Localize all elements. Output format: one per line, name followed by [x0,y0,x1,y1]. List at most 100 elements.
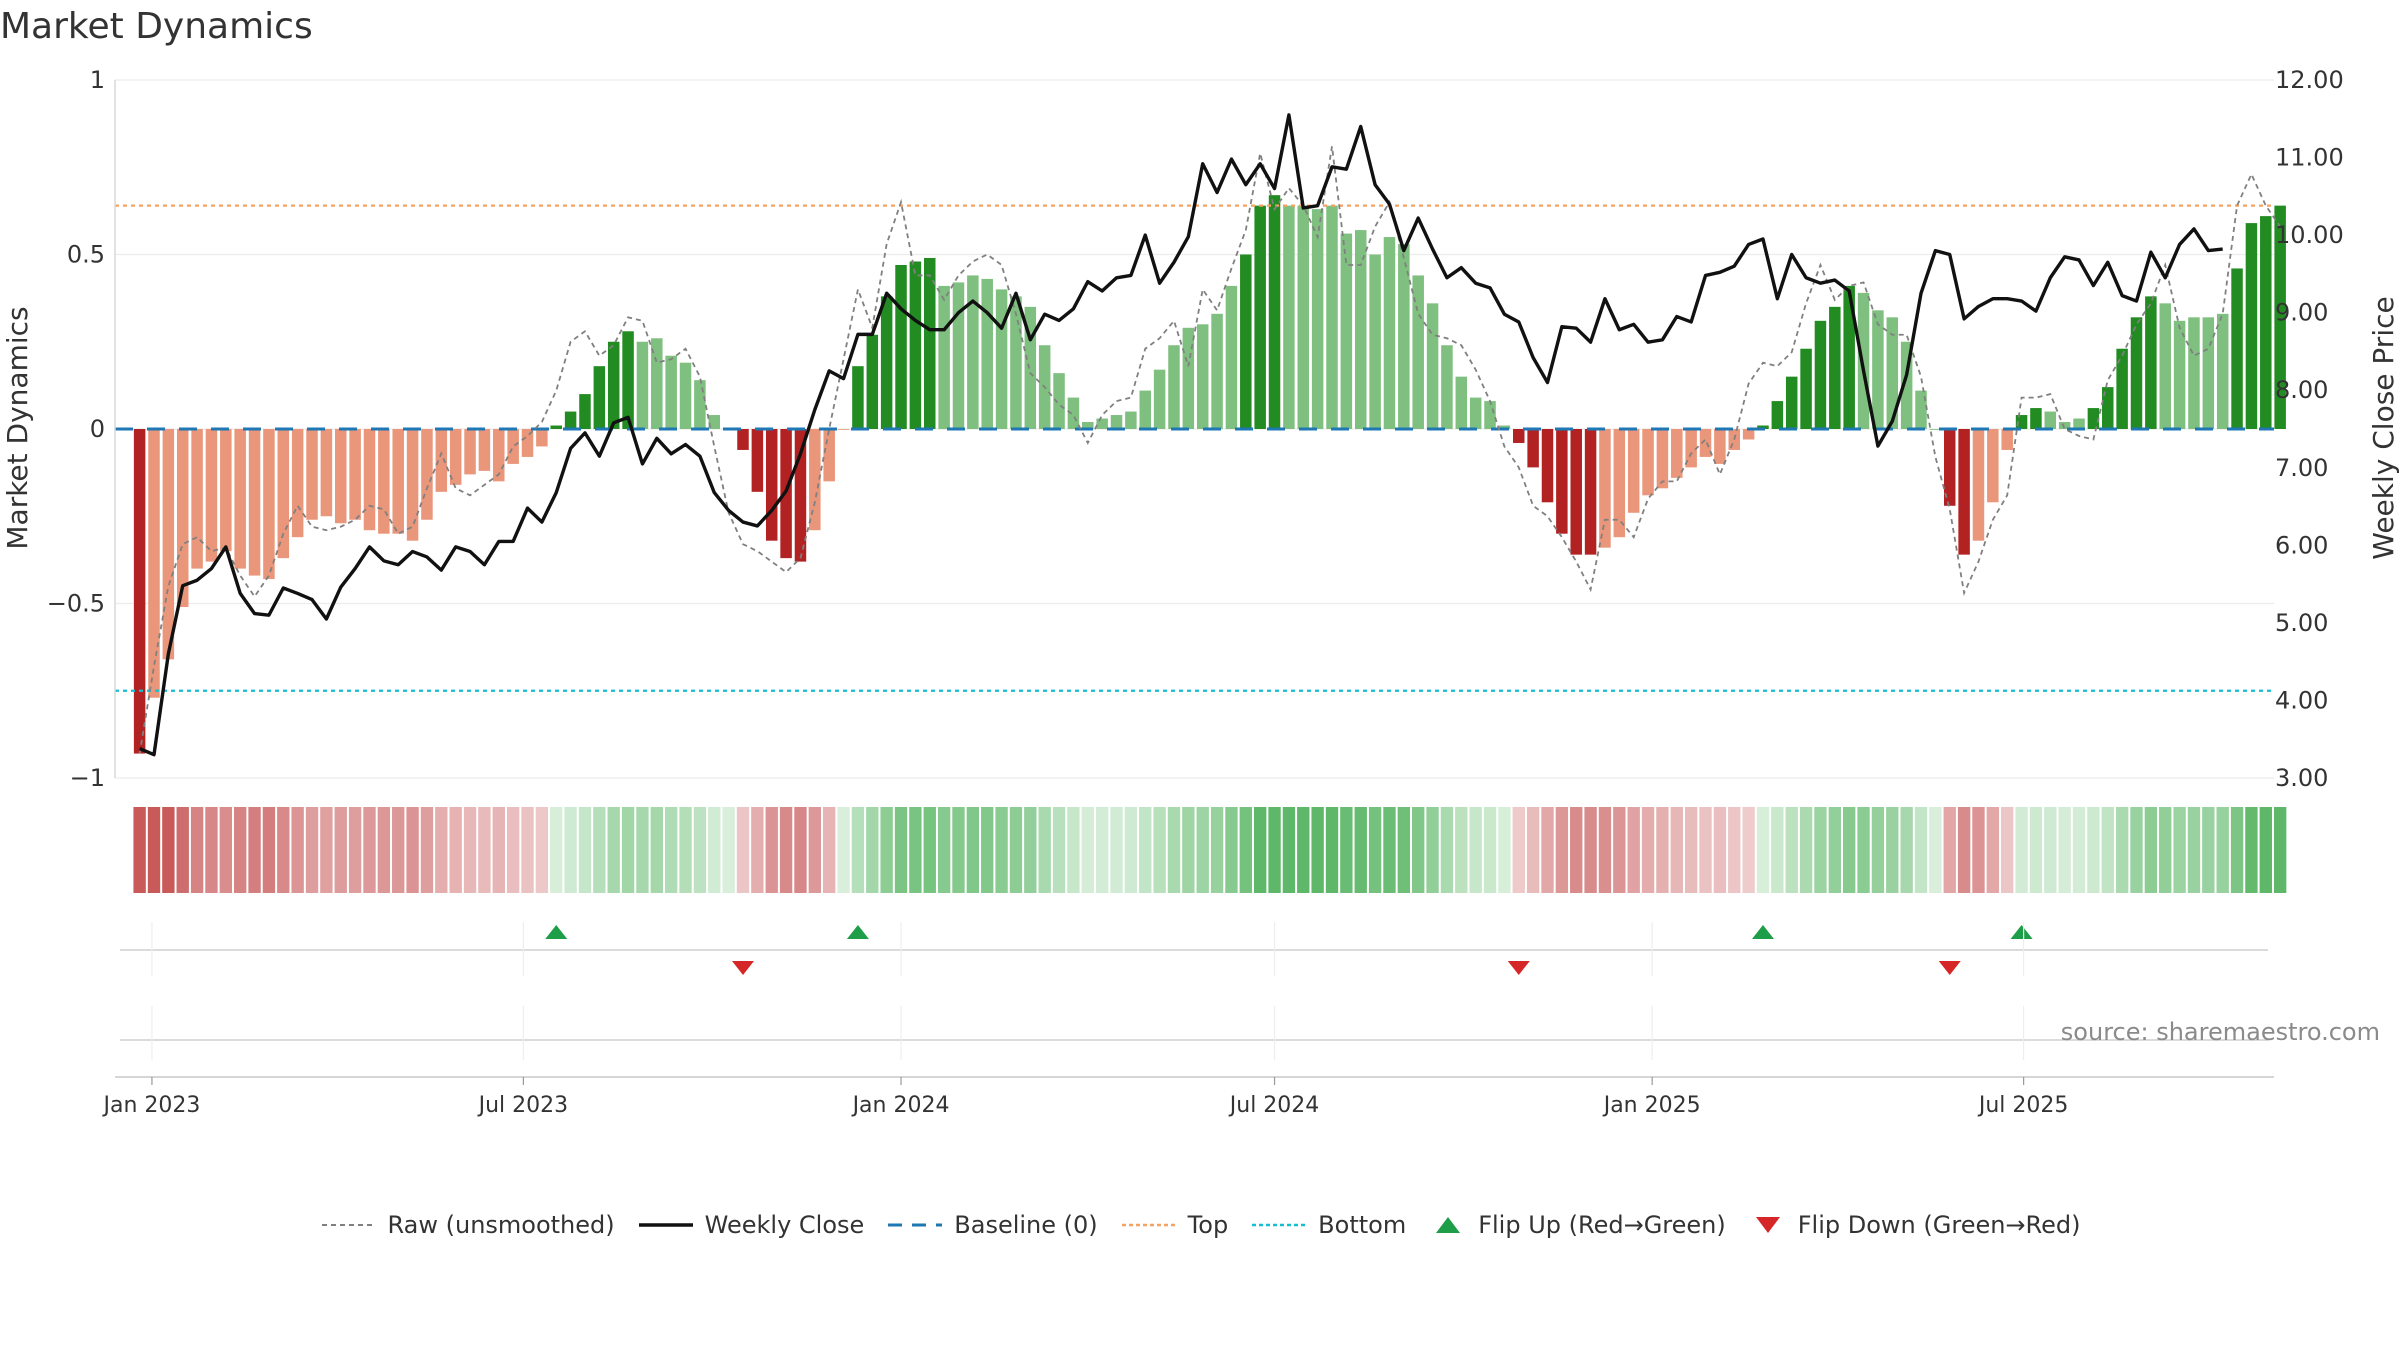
regime-cell [808,807,822,893]
dynamics-bar [320,429,333,517]
regime-cell [1024,807,1037,893]
dynamics-bar [1240,254,1252,429]
dynamics-bar [507,429,519,464]
dynamics-bar [536,429,548,447]
dynamics-bar [133,429,146,754]
regime-cell [1483,807,1497,893]
regime-cell [1196,807,1209,893]
regime-cell [981,807,994,893]
flip-down-marker [1938,961,1961,975]
dynamics-bar [1599,429,1611,548]
regime-cell [1957,807,1971,893]
dynamics-bar [952,282,965,429]
regime-cell [2044,807,2057,893]
dynamics-bar [1426,303,1439,429]
regime-cell [334,807,347,893]
dynamics-bar [1383,237,1396,429]
regime-cell [1555,807,1569,893]
legend-label-close: Weekly Close [704,1211,865,1239]
dynamics-bar [1082,422,1094,429]
dynamics-bar [2030,408,2042,429]
dynamics-bar [1297,205,1310,429]
dynamics-bar [2260,216,2272,429]
dynamics-bar [1211,313,1223,429]
dynamics-bar [2015,415,2028,429]
regime-cell [1253,807,1267,893]
regime-cell [880,807,893,893]
regime-cell [2273,807,2287,893]
regime-cell [679,807,692,893]
regime-cell [363,807,376,893]
dynamics-bar [2116,348,2128,429]
regime-cell [995,807,1008,893]
regime-cell [1412,807,1425,893]
regime-cell [1167,807,1181,893]
legend-label-bottom: Bottom [1318,1211,1407,1239]
regime-cell [1972,807,1985,893]
regime-cell [219,807,233,893]
dynamics-bar [1182,327,1195,429]
dynamics-bar [1929,429,1942,430]
dynamics-bar [924,257,936,429]
regime-cell [1871,807,1885,893]
dynamics-bar [1398,244,1410,429]
dynamics-bar [306,429,318,520]
regime-cell [779,807,793,893]
regime-cell [1799,807,1813,893]
regime-cell [2058,807,2071,893]
dynamics-bar [1556,429,1568,534]
dynamics-bar [794,429,807,562]
triangle-down-icon [1755,1217,1780,1233]
dynamics-bar [1311,209,1324,429]
regime-cell [1067,807,1080,893]
dynamics-bar [651,338,663,429]
y-tick-label: 1 [90,66,105,94]
regime-cell [823,807,836,893]
regime-cell [2001,807,2014,893]
dynamics-bar [895,264,907,429]
y2-tick-label: 12.00 [2275,66,2344,94]
flip-up-marker [545,925,568,939]
regime-cell [1713,807,1727,893]
dynamics-bar [1627,429,1640,513]
series-lines [115,113,2281,757]
dynamics-bar [1484,401,1496,429]
regime-cell [506,807,520,893]
dynamics-bar [1656,429,1669,489]
dynamics-bar [564,411,577,429]
dynamics-bar [1685,429,1697,468]
dashed-line-icon [321,1224,376,1226]
dynamics-bar [1153,369,1166,429]
regime-cell [320,807,333,893]
regime-cell [435,807,448,893]
dynamics-bar [277,429,290,559]
regime-cell [1225,807,1238,893]
regime-cell [2015,807,2028,893]
dynamics-bar [2087,408,2100,429]
regime-cell [1627,807,1640,893]
flip-down-marker [732,961,754,975]
dynamics-bar [1125,411,1137,429]
dynamics-bar [1010,296,1022,429]
regime-cell [2259,807,2272,893]
dynamics-bar [2231,268,2243,429]
dynamics-bar [1814,320,1827,429]
dynamics-bar [220,429,232,552]
legend-label-flip-down: Flip Down (Green→Red) [1797,1211,2081,1239]
dynamics-bar [751,429,764,492]
regime-cell [1182,807,1195,893]
regime-cell [1124,807,1138,893]
dynamics-bar [1340,233,1353,429]
weekly-close-line [138,113,2223,757]
dynamics-bar [1829,306,1841,429]
regime-cell [607,807,620,893]
regime-cell [1282,807,1296,893]
regime-cell [751,807,764,893]
dynamics-bar [1785,376,1798,429]
axes: 1 0.5 0 −0.5 −1 12.00 11.00 10.00 9.00 8.00 7.00 6.… [47,66,2344,792]
dynamics-bar [1455,376,1468,429]
dynamics-bar [2102,387,2114,429]
dynamics-bar [205,429,218,562]
regime-cell [1943,807,1956,893]
regime-cell [937,807,951,893]
